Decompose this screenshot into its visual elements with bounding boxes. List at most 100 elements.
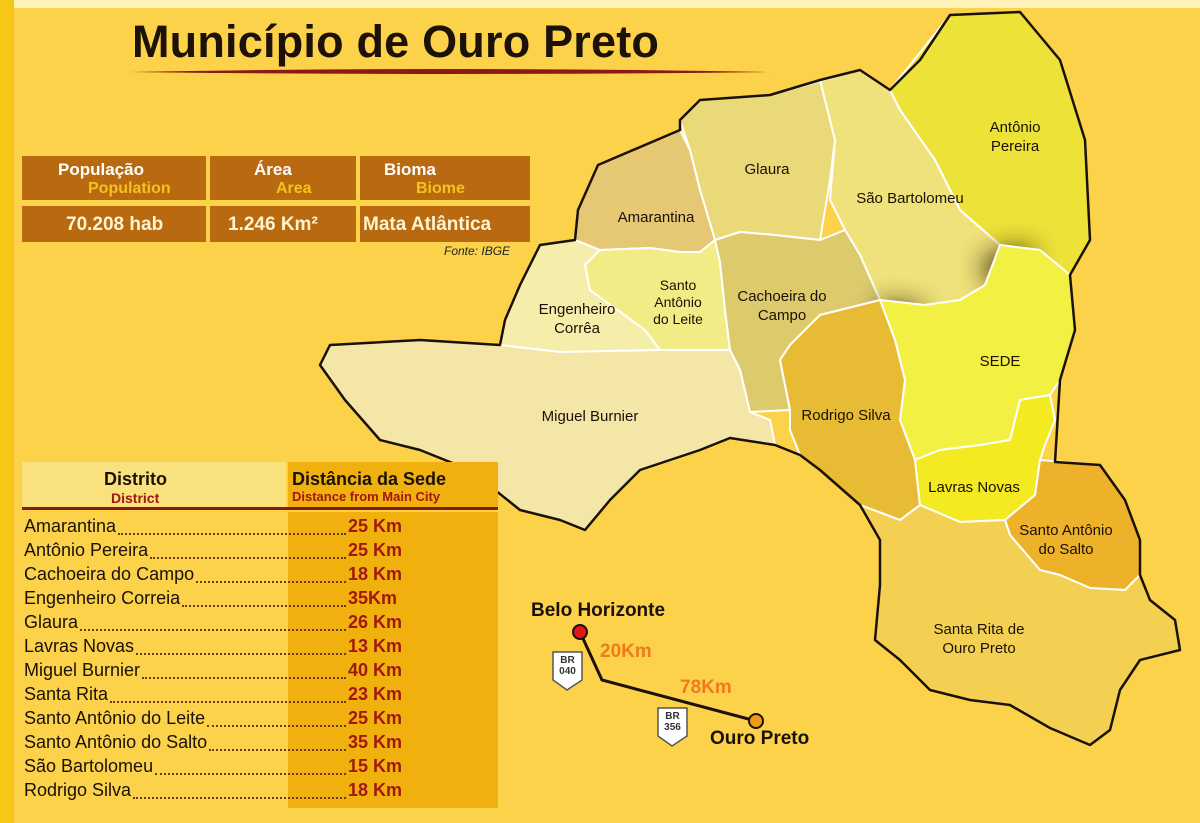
district-name: Cachoeira do Campo: [24, 564, 195, 584]
map-label-line: São Bartolomeu: [856, 190, 964, 207]
district-name: Santa Rita: [24, 684, 109, 704]
map-label-line: Lavras Novas: [928, 479, 1020, 496]
district-name: Glaura: [24, 612, 79, 632]
top-accent-bar: [14, 0, 1200, 8]
district-distance: 26 Km: [348, 612, 403, 632]
leader-dots: [80, 629, 346, 631]
district-name: Antônio Pereira: [24, 540, 149, 560]
stats-table: População Population Área Area Bioma Bio…: [22, 156, 530, 242]
table-row: Santa Rita 23 Km: [24, 684, 494, 706]
distance-label-1: 20Km: [600, 641, 652, 662]
map-label-cachoeira-campo: Cachoeira do Campo: [737, 287, 826, 325]
map-label-line: Miguel Burnier: [541, 408, 639, 425]
map-label-engenheiro-correa: Engenheiro Corrêa: [539, 300, 616, 338]
distance-column: [288, 512, 498, 808]
origin-city-label: Belo Horizonte: [531, 600, 666, 621]
map-label-line: do Leite: [653, 311, 703, 327]
leader-dots: [155, 773, 346, 775]
map-label-line: Campo: [757, 307, 807, 324]
district-distance: 25 Km: [348, 708, 403, 728]
district-distance: 18 Km: [348, 780, 403, 800]
map-label-line: Ouro Preto: [942, 640, 1016, 657]
title-underline: [130, 69, 770, 74]
leader-dots: [209, 749, 346, 751]
district-name: Santo Antônio do Leite: [24, 708, 206, 728]
population-value: 70.208 hab: [66, 214, 164, 235]
map-label-line: Corrêa: [554, 320, 600, 337]
leader-dots: [207, 725, 346, 727]
br040-shield-text: BR 040: [553, 655, 582, 677]
table-row: Lavras Novas 13 Km: [24, 636, 494, 658]
district-distance: 40 Km: [348, 660, 403, 680]
district-distance: 13 Km: [348, 636, 403, 656]
map-label-sede: SEDE: [980, 352, 1021, 371]
population-header: População Population: [58, 160, 171, 198]
shield-line: 356: [664, 722, 681, 733]
map-label-santa-rita: Santa Rita de Ouro Preto: [934, 620, 1025, 658]
district-name: Miguel Burnier: [24, 660, 141, 680]
map-label-line: Engenheiro: [538, 301, 616, 318]
district-name: Rodrigo Silva: [24, 780, 132, 800]
area-label: Área: [254, 160, 292, 179]
map-label-line: Antônio: [654, 294, 702, 310]
district-name: Lavras Novas: [24, 636, 135, 656]
area-header: Área Area: [254, 160, 312, 198]
table-row: Santo Antônio do Salto 35 Km: [24, 732, 494, 754]
shield-line: BR: [560, 655, 575, 666]
stats-column-separator: [356, 156, 360, 242]
map-label-line: Pereira: [990, 138, 1040, 155]
map-label-line: Glaura: [744, 161, 790, 178]
shield-line: BR: [665, 711, 680, 722]
map-label-sao-bartolomeu: São Bartolomeu: [856, 189, 964, 208]
district-distance: 35 Km: [348, 732, 403, 752]
leader-dots: [182, 605, 346, 607]
district-name: Santo Antônio do Salto: [24, 732, 208, 752]
district-distance-table: Distrito District Distância da Sede Dist…: [22, 462, 498, 808]
destination-city-label: Ouro Preto: [710, 728, 810, 749]
table-row: Santo Antônio do Leite 25 Km: [24, 708, 494, 730]
map-label-santo-antonio-leite: Santo Antônio do Leite: [653, 277, 703, 328]
district-distance: 25 Km: [348, 516, 403, 536]
district-distance: 23 Km: [348, 684, 403, 704]
leader-dots: [110, 701, 346, 703]
map-label-line: Amarantina: [617, 209, 695, 226]
map-label-line: do Salto: [1038, 541, 1094, 558]
data-source: Fonte: IBGE: [444, 244, 511, 258]
table-row: Cachoeira do Campo 18 Km: [24, 564, 494, 586]
distance-label-2: 78Km: [680, 677, 732, 698]
map-label-line: SEDE: [979, 353, 1021, 370]
stats-divider: [22, 200, 530, 206]
population-label: População: [58, 160, 144, 179]
distance-header: Distância da Sede: [292, 469, 447, 489]
map-label-santo-antonio-salto: Santo Antônio do Salto: [1019, 521, 1112, 559]
map-label-line: Rodrigo Silva: [801, 407, 891, 424]
table-row: São Bartolomeu 15 Km: [24, 756, 494, 778]
map-label-amarantina: Amarantina: [618, 208, 695, 227]
stats-column-separator: [206, 156, 210, 242]
distance-header-en: Distance from Main City: [292, 489, 441, 504]
table-row: Glaura 26 Km: [24, 612, 494, 634]
table-row: Antônio Pereira 25 Km: [24, 540, 494, 562]
table-row: Amarantina 25 Km: [24, 516, 494, 538]
biome-label-en: Biome: [416, 180, 465, 197]
leader-dots: [142, 677, 346, 679]
map-label-glaura: Glaura: [744, 160, 789, 179]
area-value: 1.246 Km²: [228, 214, 318, 235]
table-row: Miguel Burnier 40 Km: [24, 660, 494, 682]
municipality-border: [318, 10, 1182, 747]
leader-dots: [150, 557, 346, 559]
map-label-line: Antônio: [989, 119, 1041, 136]
biome-value: Mata Atlântica: [363, 214, 492, 235]
map-label-line: Santo: [659, 277, 697, 293]
biome-label: Bioma: [384, 160, 436, 179]
map-label-lavras-novas: Lavras Novas: [928, 478, 1020, 497]
biome-header: Bioma Biome: [384, 160, 465, 198]
district-header-cell: [22, 462, 286, 508]
district-distance: 35Km: [348, 588, 398, 608]
table-row: Rodrigo Silva 18 Km: [24, 780, 494, 802]
district-name: São Bartolomeu: [24, 756, 154, 776]
district-distance: 25 Km: [348, 540, 403, 560]
leader-dots: [196, 581, 346, 583]
